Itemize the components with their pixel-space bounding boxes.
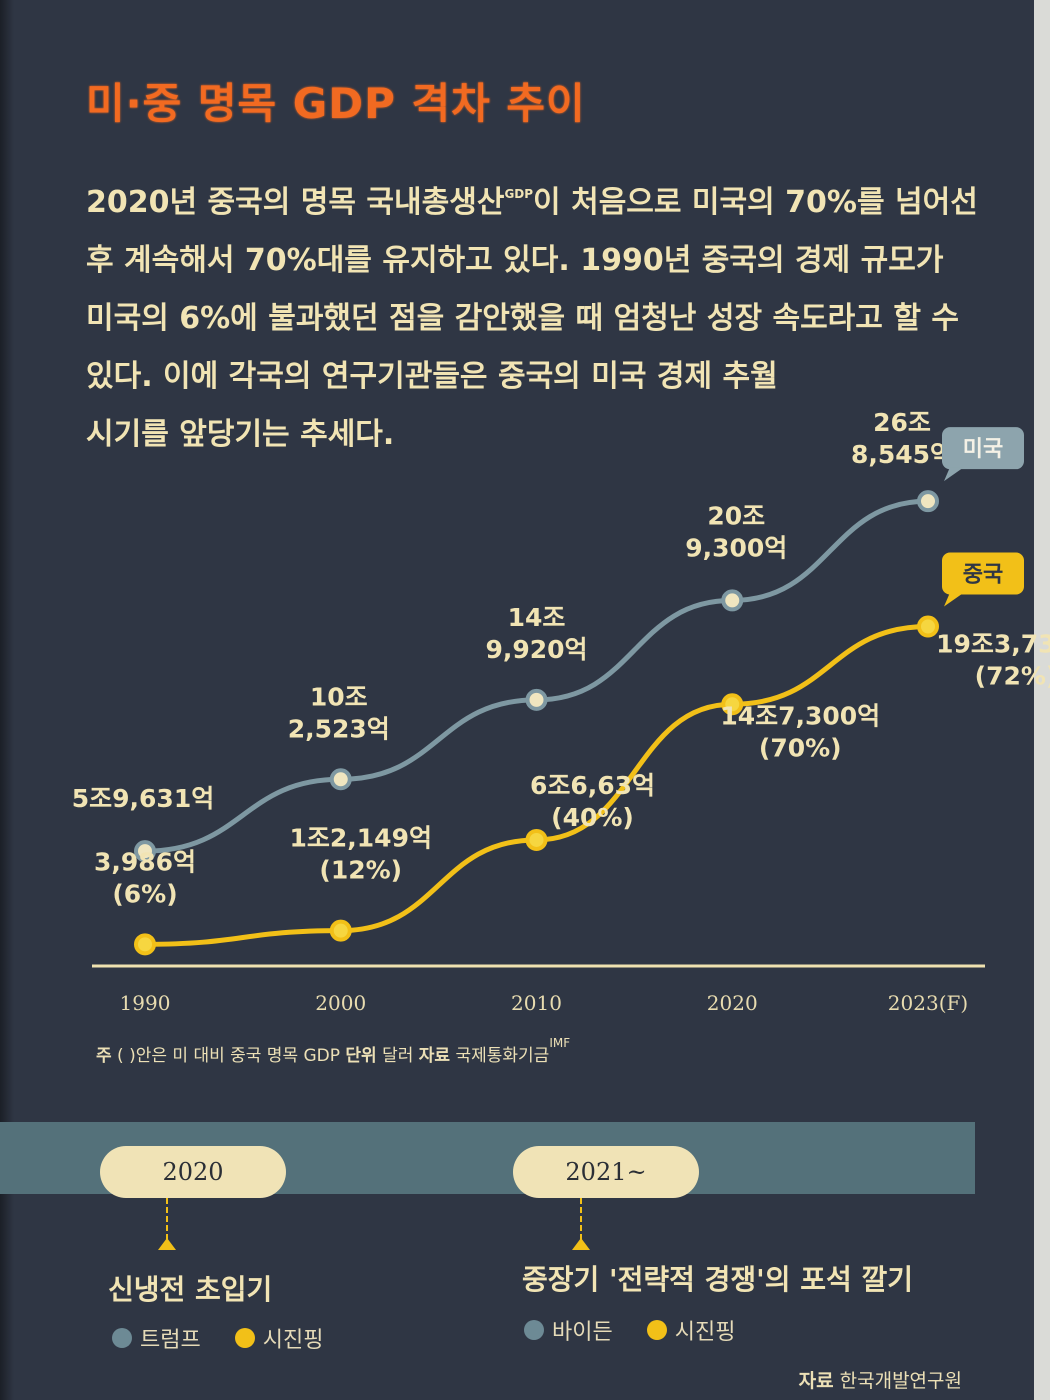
- cn-data-label: (70%): [759, 733, 842, 762]
- source-credit: 자료 한국개발연구원: [798, 1370, 962, 1392]
- us-data-point: [134, 840, 156, 863]
- us-data-label: 5조9,631억: [72, 784, 214, 813]
- timeline-year-2021: 2021~: [513, 1146, 699, 1198]
- gdp-line-chart: 1990 2000 2010 2020 2023(F) 5조9,631억 10조 2,523억…: [72, 408, 1050, 1015]
- us-data-label: 2,523억: [288, 714, 390, 743]
- us-data-label: 9,920억: [485, 635, 587, 664]
- timeline-marker-2: [572, 1238, 590, 1250]
- us-leader-dot-icon: [112, 1328, 132, 1348]
- cn-leader-2: 시진핑: [674, 1320, 736, 1345]
- cn-data-label: (72%): [975, 661, 1050, 690]
- cn-data-label: (6%): [112, 879, 177, 908]
- x-tick-label: 2020: [707, 991, 758, 1015]
- cn-data-point: [721, 693, 744, 716]
- us-data-label: 26조: [873, 408, 931, 437]
- us-data-point: [721, 589, 744, 612]
- cn-data-label: 3,986억: [94, 847, 196, 876]
- intro-line-3: 미국의 6%에 불과했던 점을 감안했을 때 엄청난 성장 속도라고 할 수: [86, 301, 959, 336]
- us-leader-dot-icon: [524, 1320, 544, 1340]
- adjacent-page-edge: [1034, 0, 1050, 1400]
- intro-line-2: 후 계속해서 70%대를 유지하고 있다. 1990년 중국의 경제 규모가: [86, 243, 944, 278]
- us-data-label: 10조: [310, 682, 368, 711]
- cn-data-label: (40%): [551, 803, 634, 832]
- intro-line-4: 있다. 이에 각국의 연구기관들은 중국의 미국 경제 추월: [86, 359, 778, 394]
- us-data-label: 8,545억: [851, 440, 953, 469]
- chart-title: 미·중 명목 GDP 격차 추이: [86, 79, 586, 128]
- x-tick-label: 1990: [120, 991, 171, 1015]
- timeline-year-2020: 2020: [100, 1146, 286, 1198]
- cn-series-line: [144, 623, 929, 947]
- us-data-label: 14조: [508, 603, 566, 632]
- cn-leader-1: 시진핑: [262, 1328, 324, 1353]
- phase-1-leaders: 트럼프 시진핑: [112, 1322, 323, 1354]
- cn-series-tag: [942, 552, 1024, 595]
- cn-data-label: 6조6,63억: [530, 771, 655, 800]
- us-data-point: [917, 490, 939, 513]
- intro-line-5: 시기를 앞당기는 추세다.: [86, 417, 395, 452]
- us-series-tag-pointer: [944, 467, 964, 482]
- cn-leader-dot-icon: [646, 1320, 667, 1340]
- cn-data-label: 19조3,735억: [936, 629, 1050, 658]
- cn-data-label: 14조7,300억: [720, 701, 880, 730]
- cn-series-tag-pointer: [944, 592, 964, 607]
- cn-series-name: 중국: [963, 562, 1003, 587]
- x-tick-label: 2000: [315, 991, 366, 1015]
- timeline-connector-2: [580, 1198, 582, 1240]
- us-series-tag: [942, 427, 1024, 470]
- phase-title-1: 신냉전 초입기: [108, 1273, 273, 1306]
- x-tick-label: 2023(F): [888, 991, 968, 1015]
- us-series-name: 미국: [963, 437, 1003, 462]
- us-leader-2: 바이든: [552, 1320, 613, 1345]
- x-tick-label: 2010: [511, 991, 562, 1015]
- us-data-point: [525, 688, 548, 711]
- us-data-point: [329, 768, 352, 791]
- cn-data-point: [525, 828, 548, 851]
- cn-data-point: [329, 919, 352, 942]
- cn-data-label: 1조2,149억: [290, 824, 432, 853]
- intro-line-1: 2020년 중국의 명목 국내총생산GDP이 처음으로 미국의 70%를 넘어선: [86, 185, 978, 220]
- page-gutter-shadow: [0, 0, 14, 1400]
- intro-paragraph: 2020년 중국의 명목 국내총생산GDP이 처음으로 미국의 70%를 넘어선…: [86, 165, 996, 464]
- us-data-label: 20조: [707, 501, 765, 530]
- us-data-label: 9,300억: [685, 533, 787, 562]
- us-leader-1: 트럼프: [140, 1328, 201, 1353]
- cn-data-point: [134, 933, 156, 956]
- cn-data-label: (12%): [319, 856, 402, 885]
- phase-2-leaders: 바이든 시진핑: [524, 1314, 735, 1346]
- phase-title-2: 중장기 '전략적 경쟁'의 포석 깔기: [522, 1263, 914, 1296]
- timeline-connector-1: [166, 1198, 168, 1240]
- cn-leader-dot-icon: [234, 1328, 255, 1348]
- timeline-marker-1: [158, 1238, 176, 1250]
- cn-data-point: [917, 615, 939, 638]
- chart-footnote: 주 ( )안은 미 대비 중국 명목 GDP 단위 달러 자료 국제통화기금IM…: [96, 1036, 571, 1066]
